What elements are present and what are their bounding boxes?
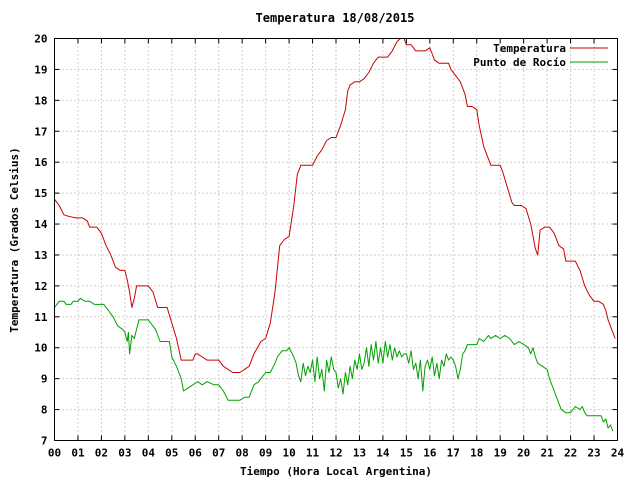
grid [54, 38, 618, 441]
y-tick-label: 16 [34, 156, 48, 169]
x-tick-label: 03 [118, 447, 131, 460]
legend-label-temperatura: Temperatura [493, 42, 566, 55]
x-tick-label: 16 [423, 447, 437, 460]
x-tick-label: 17 [447, 447, 460, 460]
y-tick-label: 14 [34, 218, 48, 231]
x-tick-label: 15 [400, 447, 413, 460]
y-tick-label: 20 [34, 33, 47, 46]
x-tick-label: 14 [376, 447, 390, 460]
x-tick-label: 23 [587, 447, 600, 460]
x-tick-label: 00 [48, 447, 61, 460]
x-tick-label: 24 [611, 447, 625, 460]
x-tick-label: 06 [189, 447, 203, 460]
y-tick-label: 13 [34, 249, 47, 262]
y-tick-label: 11 [34, 311, 48, 324]
axis-ticks: 00 01 02 03 04 05 06 07 08 09 10 11 12 13 14 15 16 17 18 19… [34, 33, 624, 460]
x-tick-label: 05 [165, 447, 178, 460]
y-tick-label: 18 [34, 94, 47, 107]
series-lines [54, 38, 616, 432]
y-tick-label: 10 [34, 342, 47, 355]
x-tick-label: 07 [212, 447, 225, 460]
x-tick-label: 09 [259, 447, 272, 460]
x-axis-label: Tiempo (Hora Local Argentina) [240, 465, 432, 478]
legend-label-punto-de-rocio: Punto de Rocío [473, 56, 566, 69]
x-tick-label: 21 [541, 447, 555, 460]
x-tick-label: 01 [71, 447, 85, 460]
y-tick-label: 9 [41, 373, 48, 386]
y-tick-label: 8 [41, 404, 48, 417]
x-tick-label: 11 [306, 447, 320, 460]
x-tick-label: 04 [142, 447, 156, 460]
y-tick-label: 19 [34, 63, 47, 76]
x-tick-label: 22 [564, 447, 577, 460]
punto-de-rocio-line [54, 297, 614, 432]
x-tick-label: 18 [470, 447, 483, 460]
y-tick-label: 17 [34, 125, 47, 138]
x-tick-label: 10 [282, 447, 295, 460]
y-tick-label: 15 [34, 187, 47, 200]
x-tick-label: 08 [236, 447, 249, 460]
temperatura-line [54, 38, 616, 373]
y-axis-label: Temperatura (Grados Celsius) [8, 147, 21, 332]
y-tick-label: 12 [34, 280, 47, 293]
x-tick-label: 12 [329, 447, 342, 460]
chart-title: Temperatura 18/08/2015 [256, 11, 415, 25]
legend: Temperatura Punto de Rocío [473, 42, 608, 69]
y-tick-label: 7 [41, 435, 48, 448]
plot-frame [54, 38, 618, 441]
x-tick-label: 20 [517, 447, 530, 460]
x-tick-label: 13 [353, 447, 366, 460]
x-tick-label: 02 [95, 447, 108, 460]
x-tick-label: 19 [494, 447, 507, 460]
